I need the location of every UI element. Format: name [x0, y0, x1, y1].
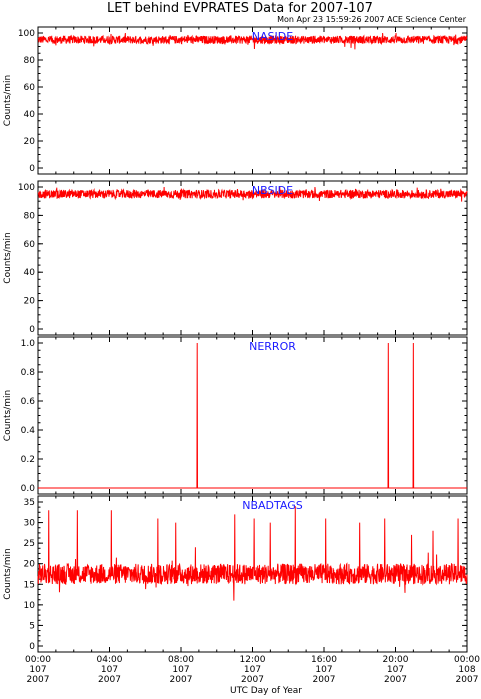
series-line: [37, 32, 468, 50]
panel-nbadtags: 0 5 10 15 20 25 30 35 Counts/min NBADTAGS: [3, 495, 468, 653]
x-axis: 00:00107200704:00107200708:00107200712:0…: [25, 655, 480, 685]
y-tick-label: 25: [24, 539, 35, 549]
panel-naside: 0 20 40 60 80 100 Counts/min NASIDE: [3, 26, 468, 175]
x-tick-label: 20:00: [383, 655, 409, 665]
y-tick-label: 0.2: [21, 455, 35, 465]
x-tick-label: 107: [29, 665, 46, 675]
y-axis-label: Counts/min: [3, 548, 13, 599]
x-tick-label: 16:00: [311, 655, 337, 665]
y-tick-label: 60: [24, 240, 36, 250]
panel-label: NASIDE: [252, 30, 293, 43]
chart-subtitle: Mon Apr 23 15:59:26 2007 ACE Science Cen…: [277, 15, 467, 24]
series-line: [37, 506, 468, 601]
y-tick-label: 100: [18, 29, 35, 39]
y-tick-label: 40: [24, 110, 36, 120]
panel-nbside: 0 20 40 60 80 100 Counts/min NBSIDE: [3, 180, 468, 336]
panel-label: NBSIDE: [252, 184, 293, 197]
y-tick-label: 10: [24, 601, 36, 611]
x-tick-label: 108: [458, 665, 475, 675]
x-tick-label: 08:00: [168, 655, 194, 665]
y-tick-label: 80: [24, 56, 36, 66]
y-tick-label: 0.8: [21, 368, 36, 378]
panel-nerror: 0.0 0.2 0.4 0.6 0.8 1.0 Counts/min NERROR: [3, 336, 468, 495]
x-tick-label: 107: [244, 665, 261, 675]
y-tick-label: 60: [24, 83, 36, 93]
y-tick-label: 1.0: [21, 339, 36, 349]
y-tick-label: 20: [24, 137, 36, 147]
y-tick-label: 0.0: [21, 484, 36, 494]
x-axis-label: UTC Day of Year: [230, 686, 302, 696]
panel-label: NBADTAGS: [242, 499, 302, 512]
series-line: [38, 342, 467, 489]
y-tick-label: 15: [24, 580, 35, 590]
x-tick-label: 107: [101, 665, 118, 675]
panel-frame: [37, 336, 468, 495]
panel-frame: [37, 180, 468, 336]
x-tick-label: 107: [315, 665, 332, 675]
y-tick-label: 30: [24, 519, 36, 529]
y-tick-label: 40: [24, 268, 36, 278]
y-tick-label: 80: [24, 211, 36, 221]
x-tick-label: 00:00: [25, 655, 51, 665]
x-tick-label: 2007: [241, 675, 264, 685]
y-tick-label: 5: [29, 621, 35, 631]
y-tick-label: 0: [29, 164, 35, 174]
y-tick-label: 0: [29, 642, 35, 652]
x-tick-label: 00:00: [454, 655, 480, 665]
y-tick-label: 0.6: [21, 397, 36, 407]
x-tick-label: 2007: [384, 675, 407, 685]
x-tick-label: 2007: [456, 675, 479, 685]
y-tick-label: 0: [29, 325, 35, 335]
panel-frame: [37, 26, 468, 175]
y-axis-label: Counts/min: [3, 75, 13, 126]
x-tick-label: 107: [387, 665, 404, 675]
y-axis-label: Counts/min: [3, 390, 13, 441]
panel-label: NERROR: [249, 340, 296, 353]
chart-title: LET behind EVPRATES Data for 2007-107: [107, 1, 373, 16]
x-tick-label: 2007: [27, 675, 50, 685]
y-tick-label: 0.4: [21, 426, 36, 436]
y-tick-label: 100: [18, 183, 35, 193]
x-tick-label: 2007: [313, 675, 336, 685]
y-axis-label: Counts/min: [3, 232, 13, 283]
x-tick-label: 107: [172, 665, 189, 675]
x-tick-label: 2007: [170, 675, 193, 685]
x-tick-label: 2007: [98, 675, 121, 685]
y-tick-label: 20: [24, 297, 36, 307]
x-tick-label: 04:00: [97, 655, 123, 665]
series-line: [37, 186, 468, 202]
y-tick-label: 20: [24, 560, 36, 570]
x-tick-label: 12:00: [240, 655, 266, 665]
y-tick-label: 35: [24, 498, 35, 508]
panels: 020406080100Counts/minNASIDE020406080100…: [3, 26, 468, 653]
